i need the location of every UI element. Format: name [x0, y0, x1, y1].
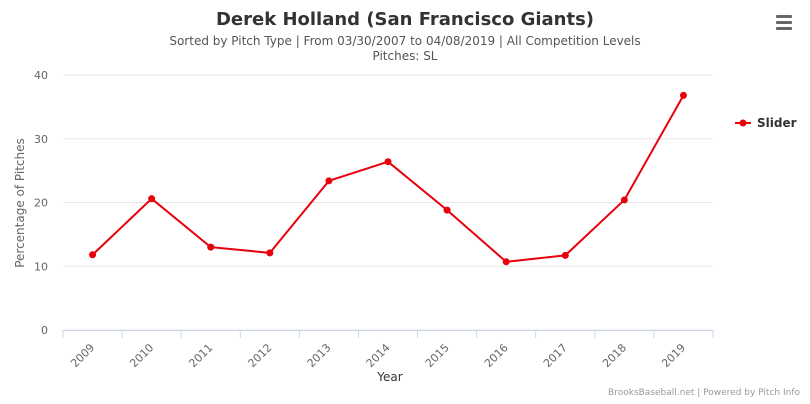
data-point[interactable]: [148, 195, 156, 203]
x-tick-label: 2018: [600, 341, 629, 370]
series-line-slider[interactable]: [91, 94, 685, 263]
menu-bar: [776, 27, 792, 30]
y-tick-label: 40: [34, 69, 48, 82]
data-point[interactable]: [679, 91, 687, 99]
x-axis-title: Year: [376, 370, 402, 384]
y-tick-label: 10: [34, 260, 48, 273]
data-point[interactable]: [207, 243, 215, 251]
x-tick-label: 2012: [246, 341, 275, 370]
data-point[interactable]: [325, 177, 333, 185]
data-point[interactable]: [89, 251, 97, 259]
data-point[interactable]: [266, 249, 274, 257]
series-slider: [89, 91, 687, 266]
data-point[interactable]: [502, 258, 510, 266]
x-tick-label: 2013: [305, 341, 334, 370]
y-tick-label: 30: [34, 133, 48, 146]
hamburger-menu-icon[interactable]: [770, 10, 798, 34]
x-tick-label: 2011: [186, 341, 215, 370]
x-tick-label: 2017: [541, 341, 570, 370]
chart-subtitle-pitches: Pitches: SL: [372, 49, 437, 63]
menu-bar: [776, 21, 792, 24]
legend-marker-symbol: [739, 119, 747, 127]
x-tick-label: 2010: [127, 341, 156, 370]
menu-bar: [776, 15, 792, 18]
axes: 0 10 20 30 40 2009 2010 2011 2012 2013 2014 2015 201…: [34, 69, 714, 370]
chart-subtitle: Sorted by Pitch Type | From 03/30/2007 t…: [169, 34, 640, 48]
legend-item-slider[interactable]: Slider: [757, 116, 797, 130]
y-tick-label: 20: [34, 197, 48, 210]
x-tick-label: 2016: [482, 341, 511, 370]
y-tick-label: 0: [41, 324, 48, 337]
data-point[interactable]: [561, 251, 569, 259]
x-tick-label: 2019: [659, 341, 688, 370]
chart-credits[interactable]: BrooksBaseball.net | Powered by Pitch In…: [608, 388, 800, 398]
legend[interactable]: Slider: [735, 116, 797, 130]
x-tick-label: 2009: [68, 341, 97, 370]
x-tick-label: 2014: [364, 341, 393, 370]
chart-title: Derek Holland (San Francisco Giants): [216, 9, 594, 30]
data-point[interactable]: [384, 158, 392, 166]
grid-lines: [63, 74, 713, 331]
data-point[interactable]: [443, 206, 451, 214]
data-point[interactable]: [620, 196, 628, 204]
x-tick-label: 2015: [423, 341, 452, 370]
y-axis-title: Percentage of Pitches: [13, 138, 27, 268]
